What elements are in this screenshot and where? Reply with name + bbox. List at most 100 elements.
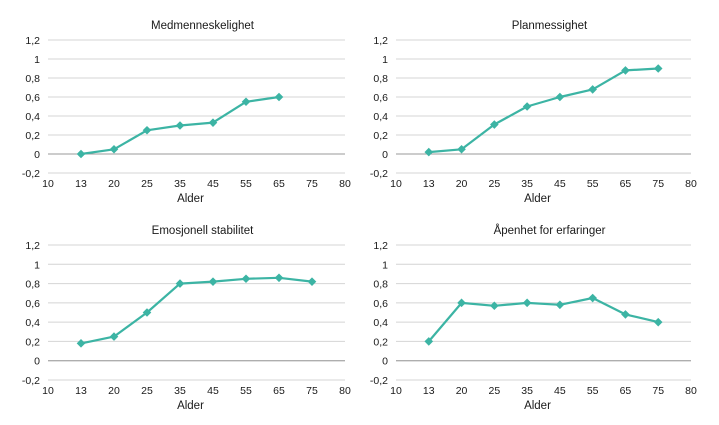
chart-title: Emosjonell stabilitet (152, 225, 254, 237)
y-tick-label: 0 (34, 356, 40, 368)
data-point (241, 274, 251, 284)
chart-title: Medmenneskelighet (151, 20, 255, 32)
y-tick-label: 0,2 (25, 130, 40, 142)
y-tick-label: 1,2 (373, 240, 388, 252)
data-point (424, 147, 434, 157)
x-tick-label: 75 (306, 178, 318, 190)
y-tick-label: 0,6 (373, 92, 388, 104)
y-tick-label: 1,2 (25, 240, 40, 252)
x-tick-label: 10 (390, 178, 402, 190)
x-tick-label: 75 (306, 385, 318, 397)
x-tick-label: 35 (174, 385, 186, 397)
data-point (621, 66, 630, 75)
x-tick-label: 25 (488, 178, 500, 190)
x-axis-label: Alder (524, 400, 551, 412)
data-point (490, 120, 499, 129)
y-tick-label: 0,4 (373, 111, 388, 123)
y-tick-label: -0,2 (22, 375, 40, 387)
x-tick-label: 20 (456, 178, 468, 190)
x-tick-label: 25 (488, 385, 500, 397)
y-tick-label: 0,2 (373, 336, 388, 348)
x-tick-label: 35 (521, 385, 533, 397)
x-tick-label: 55 (240, 178, 252, 190)
data-point (274, 273, 284, 283)
y-tick-label: 0,6 (373, 298, 388, 310)
x-tick-label: 13 (423, 178, 435, 190)
data-point (555, 92, 565, 102)
x-tick-label: 55 (587, 178, 599, 190)
data-point (307, 277, 317, 286)
data-point (588, 85, 597, 94)
data-point (109, 144, 119, 154)
y-tick-label: 0,4 (373, 317, 388, 329)
y-tick-label: 0,8 (25, 279, 40, 291)
x-axis-label: Alder (177, 193, 204, 205)
chart-title: Åpenhet for erfaringer (494, 224, 606, 237)
y-tick-label: 0 (382, 149, 388, 161)
x-tick-label: 65 (620, 385, 632, 397)
data-point (241, 97, 251, 107)
data-point (621, 310, 630, 319)
x-tick-label: 35 (521, 178, 533, 190)
y-tick-label: -0,2 (370, 168, 388, 180)
y-tick-label: 0,6 (25, 92, 40, 104)
y-tick-label: 1 (382, 54, 388, 66)
data-point (109, 332, 119, 341)
x-tick-label: 45 (207, 385, 219, 397)
y-tick-label: 1,2 (25, 35, 40, 47)
series-line (427, 296, 659, 343)
data-point (142, 125, 152, 135)
data-point (76, 149, 86, 159)
y-tick-label: 0,4 (25, 111, 40, 123)
chart-panel-2: -0,2 0 0,2 0,4 0,6 0,8 1 1,2 10 13 20 25 35 45 55 65 75 8… (370, 20, 697, 205)
data-point (555, 300, 565, 310)
y-tick-label: 0,2 (25, 336, 40, 348)
x-tick-label: 25 (141, 385, 153, 397)
x-tick-label: 20 (456, 385, 468, 397)
x-tick-label: 13 (75, 178, 87, 190)
y-tick-label: 0,2 (373, 130, 388, 142)
x-tick-label: 65 (620, 178, 632, 190)
data-point (588, 293, 597, 303)
data-point (490, 301, 499, 311)
y-tick-label: 1 (382, 259, 388, 271)
y-tick-label: 1 (34, 259, 40, 271)
data-point (274, 92, 284, 102)
data-point (175, 121, 185, 130)
data-point (522, 298, 532, 308)
y-tick-label: 0,4 (25, 317, 40, 329)
x-tick-label: 45 (554, 178, 566, 190)
data-point (142, 308, 152, 317)
data-point (653, 317, 663, 327)
y-tick-label: 0 (34, 149, 40, 161)
y-tick-label: -0,2 (22, 168, 40, 180)
x-tick-label: 13 (75, 385, 87, 397)
x-tick-label: 13 (423, 385, 435, 397)
x-tick-label: 65 (273, 178, 285, 190)
data-point (457, 144, 466, 154)
x-tick-label: 55 (587, 385, 599, 397)
series-line (428, 67, 659, 154)
y-tick-label: 0 (382, 356, 388, 368)
x-tick-label: 75 (652, 178, 664, 190)
x-axis-label: Alder (524, 193, 551, 205)
y-tick-label: -0,2 (370, 375, 388, 387)
y-tick-label: 1,2 (373, 35, 388, 47)
series-line (80, 276, 313, 345)
y-tick-label: 1 (34, 54, 40, 66)
data-point (522, 102, 532, 111)
x-tick-label: 75 (652, 385, 664, 397)
y-tick-label: 0,8 (373, 73, 388, 85)
data-point (208, 277, 218, 286)
data-point (208, 118, 218, 127)
chart-panel-1: -0,2 0 0,2 0,4 0,6 0,8 1 1,2 10 13 20 25 35 45 55 65 75 8… (22, 20, 351, 205)
data-point (76, 339, 86, 348)
x-tick-label: 80 (339, 178, 351, 190)
x-tick-label: 10 (390, 385, 402, 397)
x-tick-label: 20 (108, 178, 120, 190)
data-point (175, 279, 185, 288)
x-tick-label: 65 (273, 385, 285, 397)
y-tick-label: 0,8 (373, 279, 388, 291)
x-tick-label: 45 (554, 385, 566, 397)
